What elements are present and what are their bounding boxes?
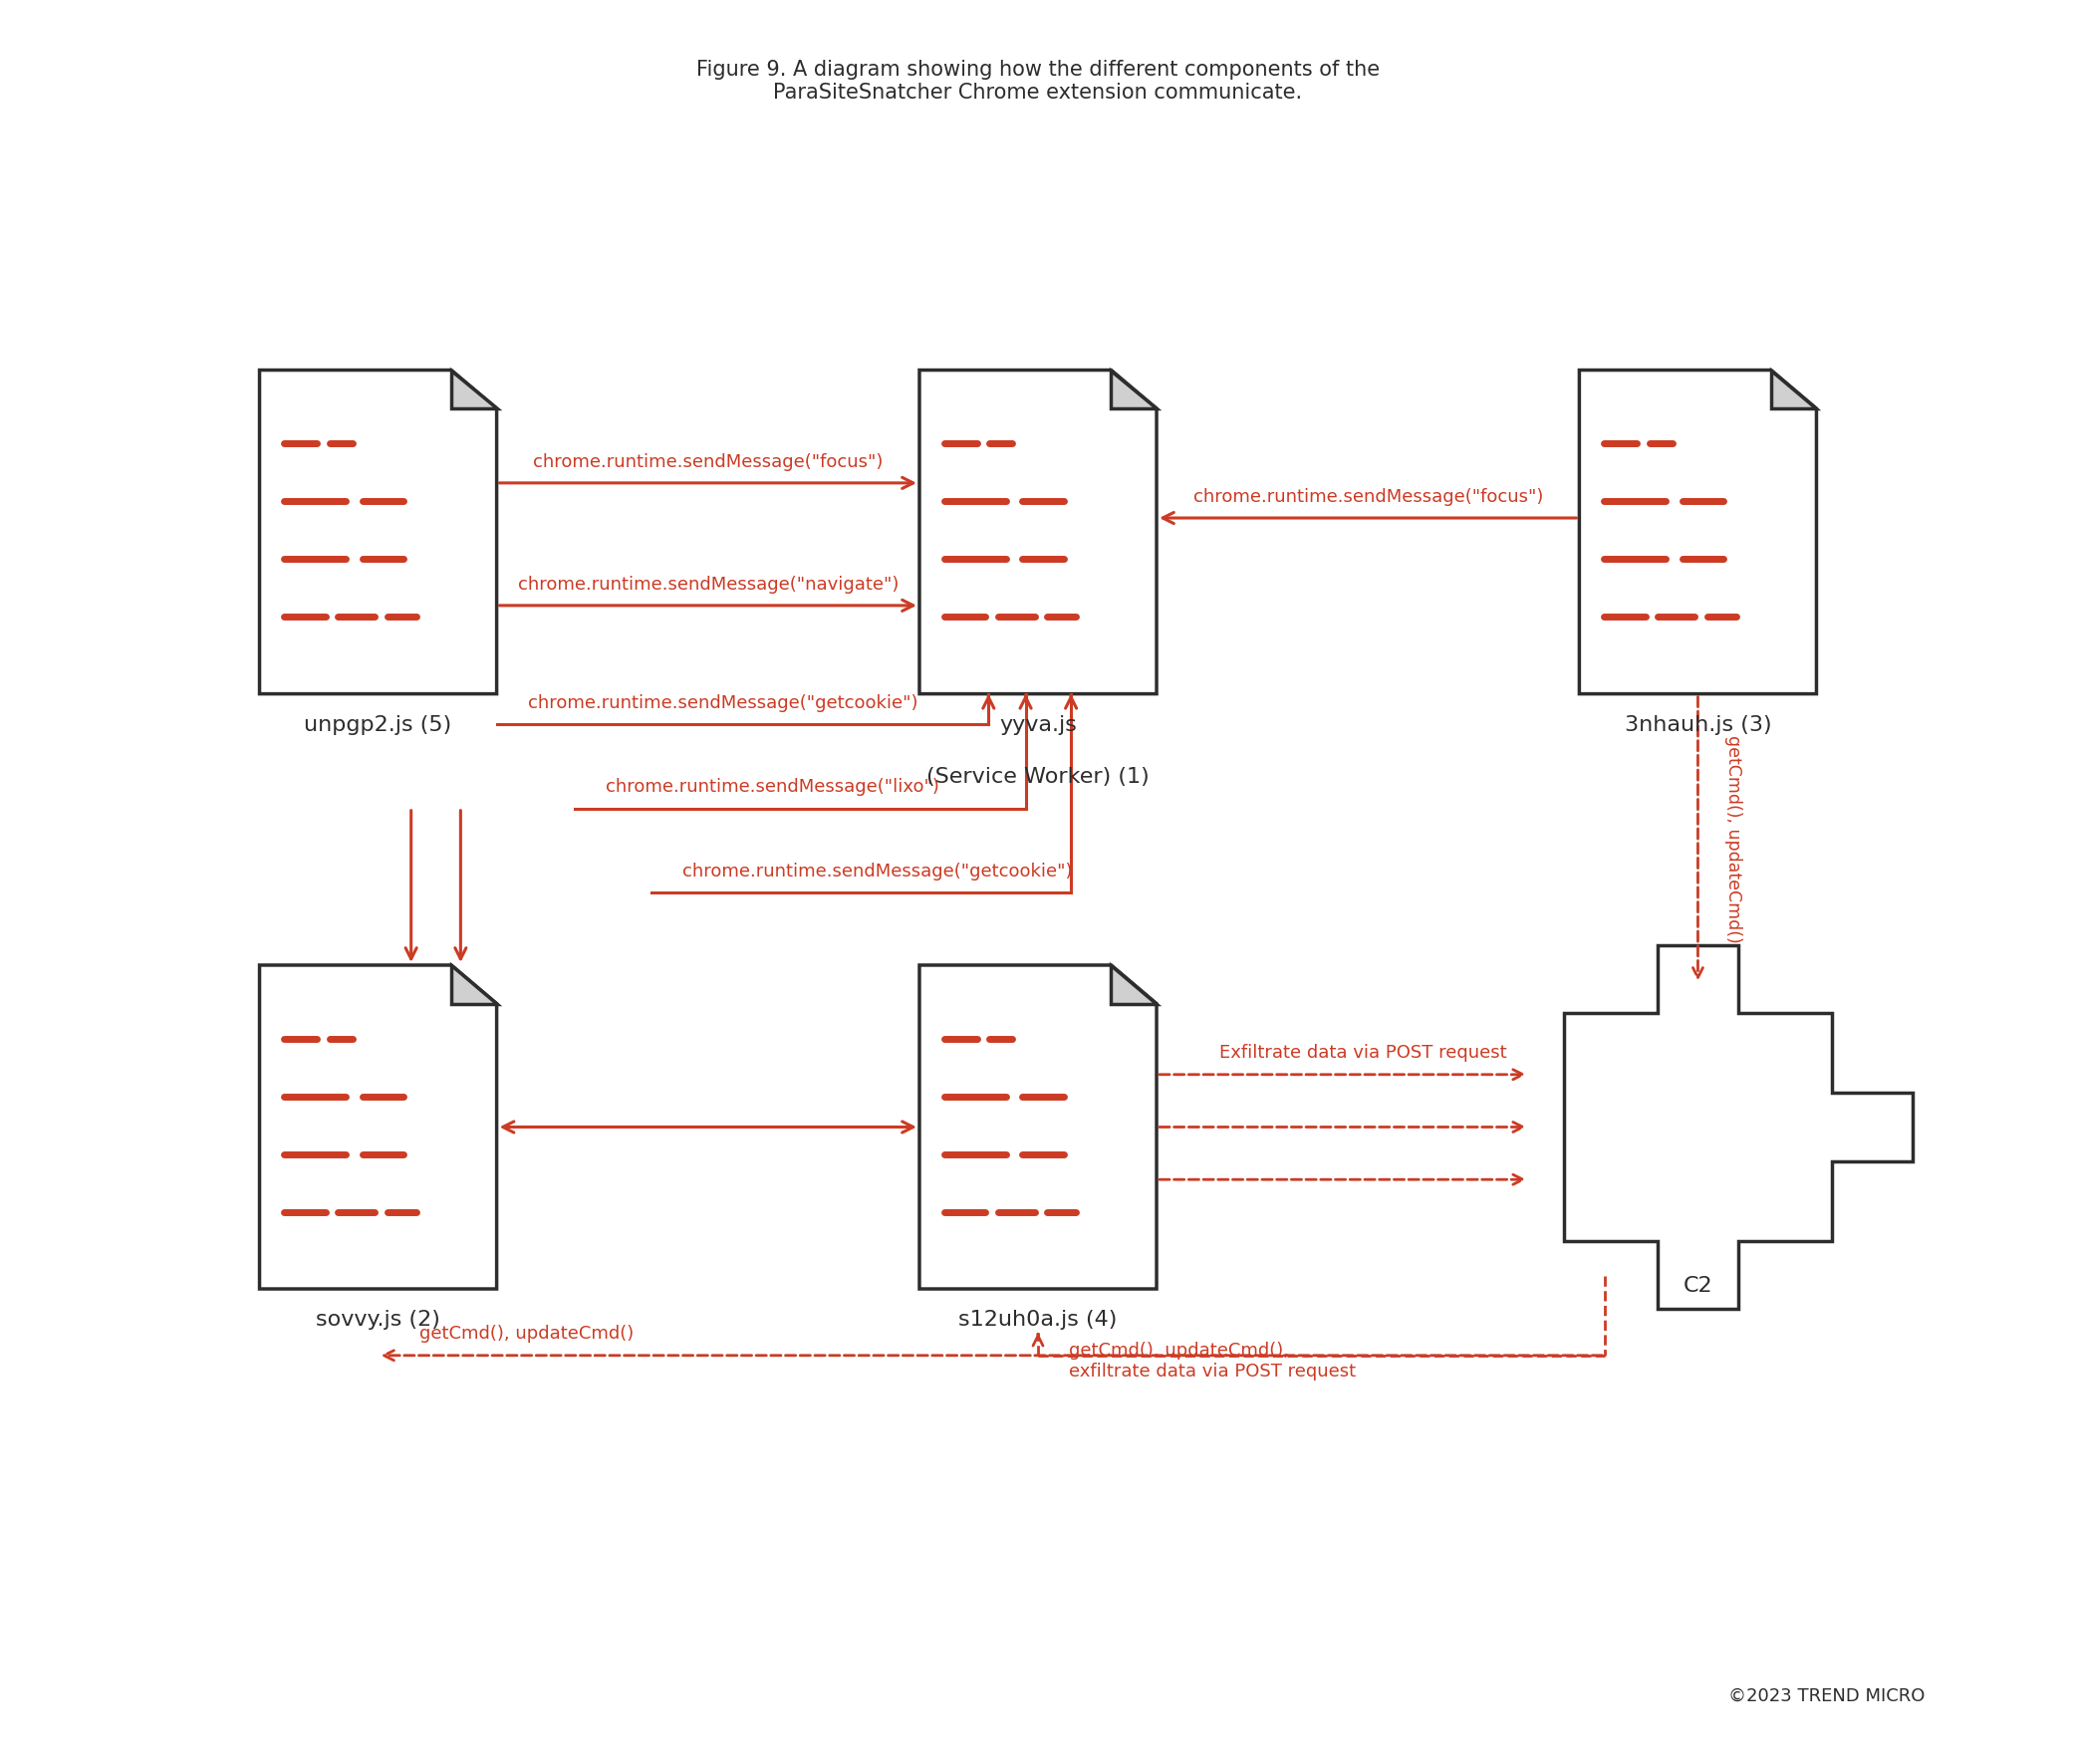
Text: chrome.runtime.sendMessage("lixo"): chrome.runtime.sendMessage("lixo"): [606, 778, 940, 796]
Text: unpgp2.js (5): unpgp2.js (5): [305, 714, 453, 736]
Polygon shape: [1771, 370, 1816, 409]
Polygon shape: [450, 965, 496, 1004]
Polygon shape: [260, 965, 496, 1289]
Text: C2: C2: [1684, 1275, 1713, 1297]
Text: s12uh0a.js (4): s12uh0a.js (4): [959, 1311, 1117, 1330]
Text: Figure 9. A diagram showing how the different components of the
ParaSiteSnatcher: Figure 9. A diagram showing how the diff…: [695, 60, 1381, 102]
Text: (Service Worker) (1): (Service Worker) (1): [926, 767, 1150, 787]
Text: getCmd(), updateCmd(): getCmd(), updateCmd(): [1725, 736, 1742, 942]
Text: chrome.runtime.sendMessage("getcookie"): chrome.runtime.sendMessage("getcookie"): [527, 695, 918, 713]
Text: Exfiltrate data via POST request: Exfiltrate data via POST request: [1219, 1044, 1507, 1062]
Polygon shape: [920, 370, 1156, 693]
Text: yyva.js: yyva.js: [999, 714, 1077, 736]
Text: getCmd(), updateCmd(): getCmd(), updateCmd(): [419, 1325, 633, 1342]
Polygon shape: [1563, 946, 1912, 1309]
Text: sovvy.js (2): sovvy.js (2): [316, 1311, 440, 1330]
Polygon shape: [450, 370, 496, 409]
Text: chrome.runtime.sendMessage("navigate"): chrome.runtime.sendMessage("navigate"): [517, 575, 899, 593]
Text: chrome.runtime.sendMessage("getcookie"): chrome.runtime.sendMessage("getcookie"): [683, 863, 1073, 880]
Text: chrome.runtime.sendMessage("focus"): chrome.runtime.sendMessage("focus"): [534, 453, 882, 471]
Text: ©2023 TREND MICRO: ©2023 TREND MICRO: [1727, 1686, 1924, 1704]
Text: chrome.runtime.sendMessage("focus"): chrome.runtime.sendMessage("focus"): [1194, 489, 1542, 506]
Text: getCmd(), updateCmd(),
exfiltrate data via POST request: getCmd(), updateCmd(), exfiltrate data v…: [1069, 1341, 1356, 1379]
Polygon shape: [1580, 370, 1816, 693]
Polygon shape: [1111, 370, 1156, 409]
Polygon shape: [260, 370, 496, 693]
Polygon shape: [920, 965, 1156, 1289]
Polygon shape: [1111, 965, 1156, 1004]
Text: 3nhauh.js (3): 3nhauh.js (3): [1623, 714, 1771, 736]
